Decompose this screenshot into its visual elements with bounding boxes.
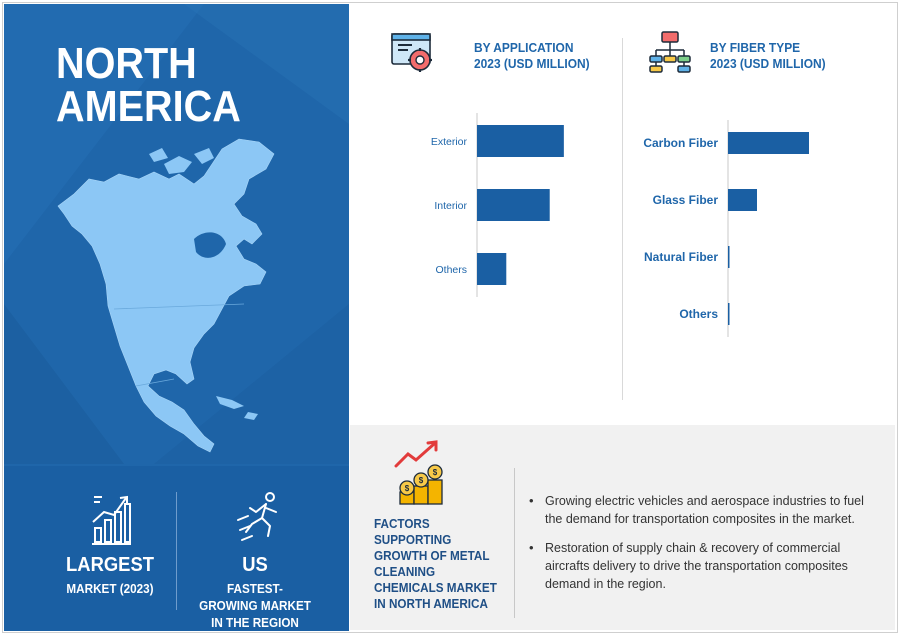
- stat-fastest-caption-1: FASTEST-: [227, 581, 283, 596]
- factors-title-line: CLEANING: [374, 564, 436, 579]
- north-america-map: [57, 138, 275, 453]
- factors-title-line: FACTORS: [374, 516, 430, 531]
- chart-application-title-line1: BY APPLICATION: [474, 40, 574, 55]
- stat-fastest: US FASTEST- GROWING MARKET IN THE REGION: [190, 554, 320, 631]
- factors-title-line: GROWTH OF METAL: [374, 548, 490, 563]
- category-label: Natural Fiber: [644, 250, 718, 264]
- factors-list: Growing electric vehicles and aerospace …: [526, 492, 866, 604]
- region-title-line1: NORTH: [56, 39, 197, 88]
- region-title-line2: AMERICA: [56, 82, 241, 131]
- stat-fastest-caption-3: IN THE REGION: [211, 615, 299, 630]
- category-label: Others: [435, 264, 467, 276]
- svg-text:$: $: [419, 476, 424, 485]
- stat-largest-value: LARGEST: [66, 554, 154, 576]
- chart-fiber-title: BY FIBER TYPE 2023 (USD MILLION): [710, 40, 826, 72]
- category-label: Interior: [434, 200, 467, 212]
- bar-carbon-fiber: [728, 132, 809, 154]
- bar-natural-fiber: [728, 246, 730, 268]
- category-label: Carbon Fiber: [643, 136, 718, 150]
- chart-fiber-title-line2: 2023 (USD MILLION): [710, 56, 826, 71]
- bar-others: [728, 303, 730, 325]
- charts-divider: [622, 38, 623, 400]
- factors-title-line: SUPPORTING: [374, 532, 452, 547]
- svg-text:$: $: [433, 468, 438, 477]
- bar-glass-fiber: [728, 189, 757, 211]
- factors-title: FACTORS SUPPORTING GROWTH OF METAL CLEAN…: [374, 516, 500, 612]
- bar-exterior: [477, 125, 564, 157]
- factor-item: Restoration of supply chain & recovery o…: [526, 539, 866, 593]
- region-title: NORTH AMERICA: [56, 39, 241, 131]
- category-label: Glass Fiber: [653, 193, 719, 207]
- region-panel: NORTH AMERICA LARGEST MARKET (2023): [4, 4, 349, 631]
- factors-divider: [514, 468, 515, 618]
- chart-application-title: BY APPLICATION 2023 (USD MILLION): [474, 40, 590, 72]
- panel-pattern: [4, 4, 349, 464]
- svg-text:$: $: [405, 484, 410, 493]
- category-label: Others: [679, 307, 718, 321]
- gear-screen-icon: [391, 33, 432, 72]
- chart-application: Exterior Interior Others: [431, 113, 564, 297]
- factors-title-line: IN NORTH AMERICA: [374, 596, 488, 611]
- coins-growth-icon: $ $ $: [394, 440, 443, 505]
- hierarchy-icon: [649, 31, 691, 73]
- factors-title-line: CHEMICALS MARKET: [374, 580, 497, 595]
- chart-fiber: Carbon Fiber Glass Fiber Natural Fiber Othe…: [643, 120, 809, 337]
- runner-icon: [237, 492, 277, 541]
- bar-growth-icon: [92, 495, 131, 545]
- bar-interior: [477, 189, 550, 221]
- bar-others: [477, 253, 507, 285]
- stat-largest: LARGEST MARKET (2023): [44, 554, 176, 597]
- chart-fiber-title-line1: BY FIBER TYPE: [710, 40, 801, 55]
- category-label: Exterior: [431, 136, 468, 148]
- stat-fastest-caption-2: GROWING MARKET: [199, 598, 311, 613]
- stat-largest-caption: MARKET (2023): [66, 581, 154, 596]
- chart-application-title-line2: 2023 (USD MILLION): [474, 56, 590, 71]
- factor-item: Growing electric vehicles and aerospace …: [526, 492, 866, 528]
- stats-divider: [176, 492, 177, 610]
- stat-fastest-value: US: [242, 554, 268, 576]
